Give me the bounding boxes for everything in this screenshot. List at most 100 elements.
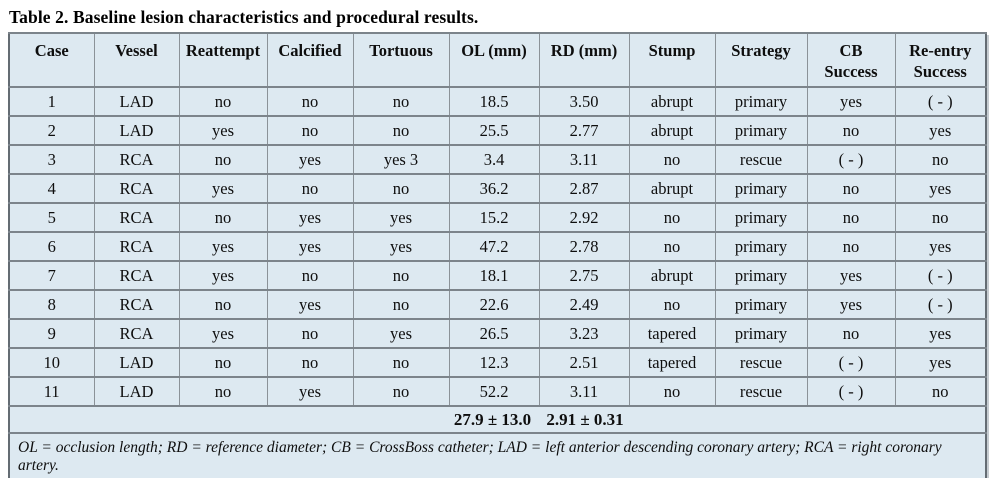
table-cell: 25.5	[448, 115, 540, 146]
table-cell: ( - )	[806, 144, 896, 175]
table-cell: primary	[714, 202, 808, 233]
table-cell: yes	[894, 173, 987, 204]
table-cell: yes	[894, 318, 987, 349]
table-cell: no	[806, 115, 896, 146]
table-cell: 15.2	[448, 202, 540, 233]
table-cell: no	[266, 260, 354, 291]
table-cell: 2.77	[538, 115, 630, 146]
table-cell: no	[352, 347, 450, 378]
table-cell: 3.50	[538, 86, 630, 117]
table-cell: primary	[714, 318, 808, 349]
table-cell: no	[352, 173, 450, 204]
table-cell: 2.87	[538, 173, 630, 204]
table-cell: yes	[266, 144, 354, 175]
table-cell: yes	[894, 115, 987, 146]
table-cell: 5	[8, 202, 95, 233]
table-cell: yes 3	[352, 144, 450, 175]
table-body: 1 LAD no no no 18.5 3.50 abrupt primary yes( - ) 2…	[8, 86, 987, 407]
table-cell: 1	[8, 86, 95, 117]
table-cell: LAD	[93, 115, 180, 146]
table-cell: 3	[8, 144, 95, 175]
table-cell: no	[628, 144, 716, 175]
table-row: 6 RCA yes yes yes 47.2 2.78 no primary no yes	[8, 231, 987, 262]
table-cell: 47.2	[448, 231, 540, 262]
table-cell: ( - )	[894, 289, 987, 320]
baseline-characteristics-table: Case Vessel Reattempt Calcified Tortuous…	[8, 32, 987, 478]
table-cell: ( - )	[806, 376, 896, 407]
table-row: 4 RCA yes no no 36.2 2.87 abrupt primary no yes	[8, 173, 987, 204]
summary-rd-value: 2.91 ± 0.31	[546, 409, 624, 429]
table-cell: ( - )	[806, 347, 896, 378]
table-cell: LAD	[93, 376, 180, 407]
table-cell: RCA	[93, 144, 180, 175]
table-cell: 3.11	[538, 144, 630, 175]
table-cell: 4	[8, 173, 95, 204]
table-cell: 3.23	[538, 318, 630, 349]
table-cell: yes	[352, 231, 450, 262]
table-cell: 11	[8, 376, 95, 407]
table-cell: no	[628, 289, 716, 320]
table-cell: no	[352, 115, 450, 146]
table-title: Table 2. Baseline lesion characteristics…	[9, 7, 479, 27]
table-cell: RCA	[93, 260, 180, 291]
table-cell: 12.3	[448, 347, 540, 378]
table-cell: no	[266, 173, 354, 204]
table-cell: 2.51	[538, 347, 630, 378]
table-row: 1 LAD no no no 18.5 3.50 abrupt primary yes( - )	[8, 86, 987, 117]
table-cell: 18.1	[448, 260, 540, 291]
table-cell: 2.49	[538, 289, 630, 320]
table-cell: no	[352, 260, 450, 291]
table-cell: yes	[806, 289, 896, 320]
table-cell: no	[352, 376, 450, 407]
table-cell: 52.2	[448, 376, 540, 407]
table-cell: no	[628, 231, 716, 262]
column-header-reentry-success: Re-entry Success	[894, 32, 987, 88]
table-row: 3 RCA no yes yes 3 3.4 3.11 no rescue( - ) no	[8, 144, 987, 175]
table-cell: abrupt	[628, 115, 716, 146]
table-cell: 18.5	[448, 86, 540, 117]
table-cell: no	[806, 318, 896, 349]
table-cell: no	[266, 86, 354, 117]
table-cell: rescue	[714, 144, 808, 175]
table-cell: no	[806, 231, 896, 262]
table-cell: 2.78	[538, 231, 630, 262]
summary-values: 27.9 ± 13.0 2.91 ± 0.31	[10, 410, 985, 430]
table-cell: tapered	[628, 347, 716, 378]
column-header-vessel: Vessel	[93, 32, 180, 88]
column-header-cb-success: CB Success	[806, 32, 896, 88]
table-cell: 36.2	[448, 173, 540, 204]
table-cell: no	[352, 86, 450, 117]
table-cell: primary	[714, 260, 808, 291]
table-cell: yes	[178, 115, 268, 146]
table-cell: primary	[714, 231, 808, 262]
table-cell: 8	[8, 289, 95, 320]
table-row: 2 LAD yes no no 25.5 2.77 abrupt primary no yes	[8, 115, 987, 146]
table-cell: abrupt	[628, 173, 716, 204]
column-header-case: Case	[8, 32, 95, 88]
table-cell: no	[178, 144, 268, 175]
table-cell: LAD	[93, 86, 180, 117]
table-cell: no	[894, 144, 987, 175]
column-header-ol-mm: OL (mm)	[448, 32, 540, 88]
table-cell: RCA	[93, 289, 180, 320]
table-cell: yes	[178, 260, 268, 291]
table-cell: yes	[178, 318, 268, 349]
table-cell: primary	[714, 289, 808, 320]
table-cell: no	[806, 173, 896, 204]
table-cell: 3.11	[538, 376, 630, 407]
table-cell: no	[178, 289, 268, 320]
table-row: 9 RCA yes no yes 26.5 3.23 tapered primary no yes	[8, 318, 987, 349]
footnote-row: OL = occlusion length; RD = reference di…	[8, 432, 987, 478]
table-footer: 27.9 ± 13.0 2.91 ± 0.31 OL = occlusion l…	[8, 405, 987, 478]
table-cell: 22.6	[448, 289, 540, 320]
table-cell: no	[178, 376, 268, 407]
table-cell: 26.5	[448, 318, 540, 349]
table-cell: 2	[8, 115, 95, 146]
table-cell: rescue	[714, 347, 808, 378]
table-row: 10 LAD no no no 12.3 2.51 tapered rescue( - ) yes	[8, 347, 987, 378]
header-row: Case Vessel Reattempt Calcified Tortuous…	[8, 32, 987, 88]
table-row: 7 RCA yes no no 18.1 2.75 abrupt primary yes( - )	[8, 260, 987, 291]
table-cell: yes	[352, 202, 450, 233]
table-cell: no	[178, 202, 268, 233]
